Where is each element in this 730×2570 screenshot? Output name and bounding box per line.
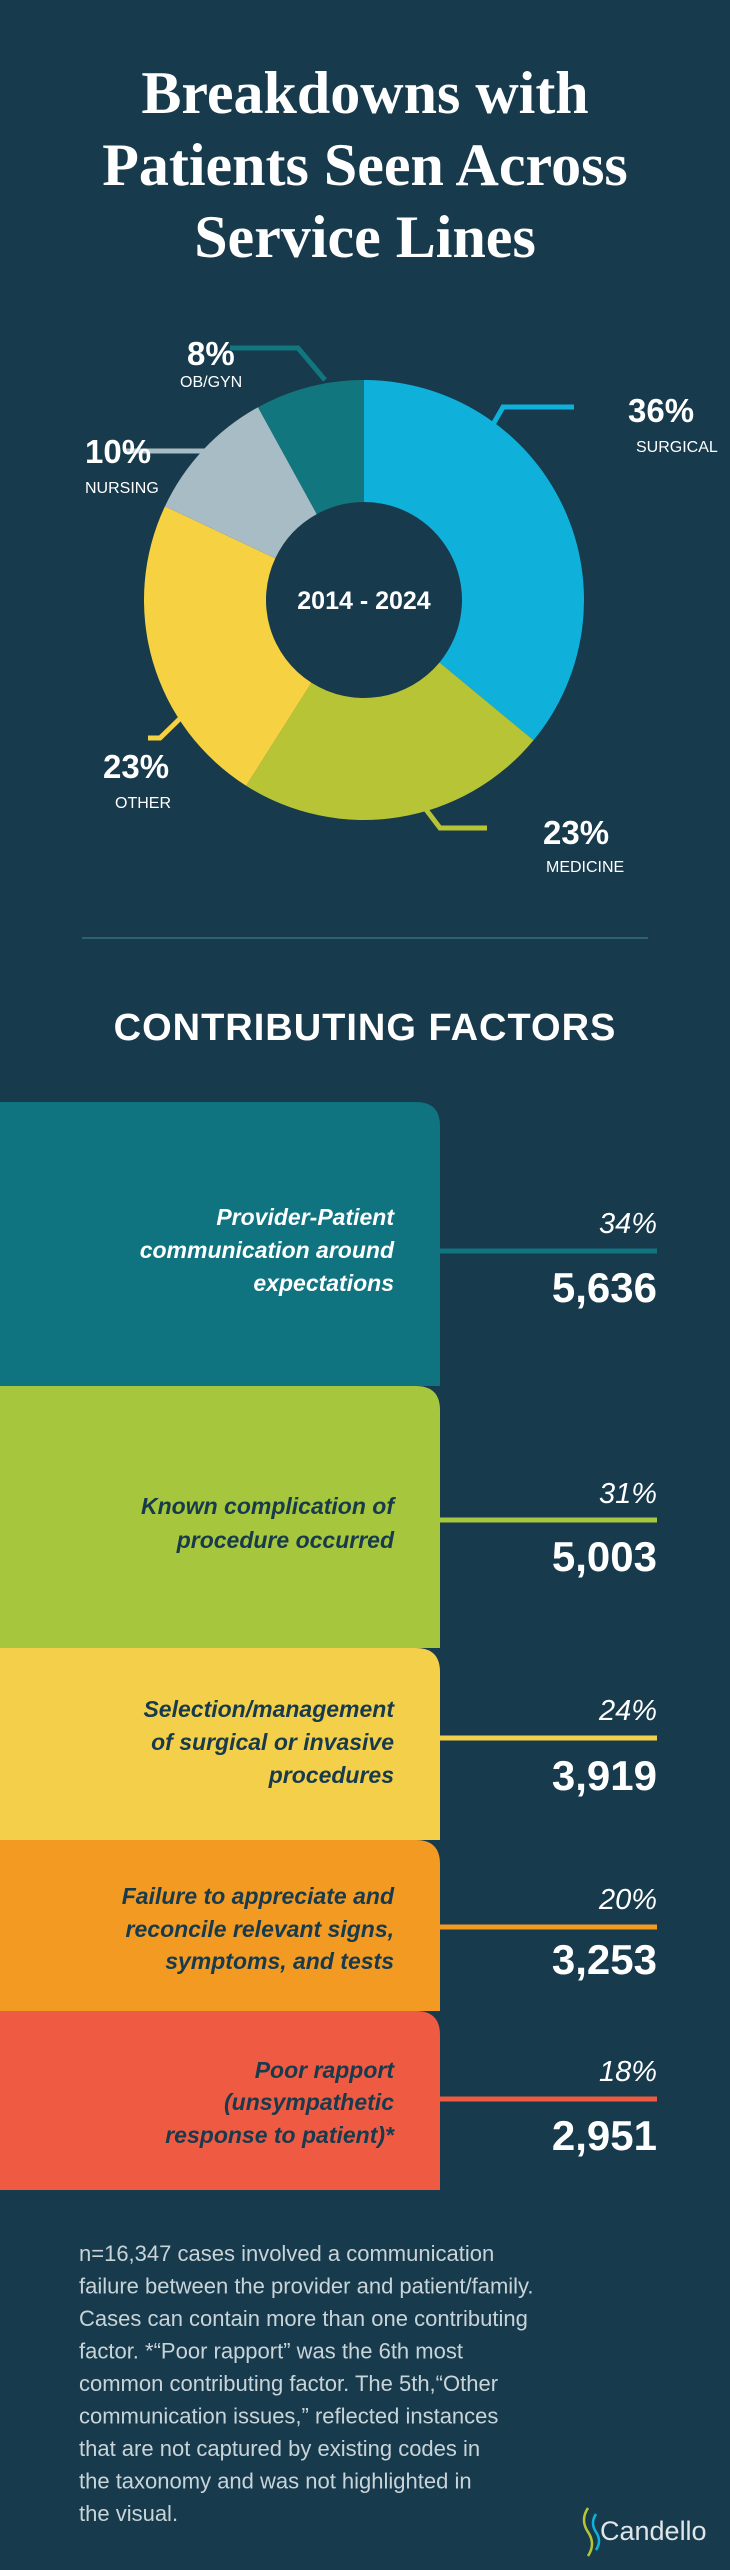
slice-category-label: OB/GYN: [180, 374, 242, 391]
logo-icon: [582, 2507, 601, 2557]
factor-text: communication around: [140, 1237, 395, 1263]
factor-percent: 34%: [599, 1208, 657, 1240]
section-heading: CONTRIBUTING FACTORS: [114, 1007, 617, 1049]
footnote-line: common contributing factor. The 5th,“Oth…: [79, 2371, 498, 2396]
slice-value-label: 23%: [543, 814, 609, 851]
slice-category-label: NURSING: [85, 480, 159, 497]
factor-count: 2,951: [552, 2112, 657, 2159]
factor-percent: 24%: [598, 1695, 657, 1727]
slice-category-label: OTHER: [115, 795, 171, 812]
factor-count: 5,636: [552, 1264, 657, 1311]
factor-band: [0, 1648, 440, 1840]
donut-slice: [164, 407, 317, 559]
factor-text: Selection/management: [143, 1696, 395, 1722]
leader-line: [148, 700, 199, 741]
factor-count: 5,003: [552, 1533, 657, 1580]
footnote-line: the taxonomy and was not highlighted in: [79, 2469, 472, 2494]
factor-percent: 31%: [599, 1478, 657, 1510]
factor-count: 3,253: [552, 1936, 657, 1983]
donut-slice: [258, 379, 364, 515]
footnote-line: failure between the provider and patient…: [79, 2274, 534, 2299]
title-line: Service Lines: [194, 204, 536, 270]
leader-line: [416, 797, 487, 831]
factor-text: Provider-Patient: [216, 1204, 395, 1230]
donut-center-label: 2014 - 2024: [297, 587, 431, 615]
slice-category-label: MEDICINE: [546, 859, 624, 876]
factor-text: of surgical or invasive: [151, 1729, 394, 1755]
logo-stroke: [591, 2513, 601, 2551]
title-line: Breakdowns with: [141, 60, 588, 126]
footnote-line: communication issues,” reflected instanc…: [79, 2404, 498, 2429]
title-line: Patients Seen Across: [102, 132, 628, 198]
factor-count: 3,919: [552, 1752, 657, 1799]
slice-value-label: 8%: [187, 335, 235, 372]
factor-text: (unsympathetic: [224, 2089, 394, 2115]
factor-band: [0, 2011, 440, 2190]
factor-text: procedure occurred: [176, 1527, 395, 1553]
leader-line: [484, 404, 574, 437]
factor-text: procedures: [268, 1762, 394, 1788]
factor-text: Known complication of: [141, 1493, 396, 1519]
logo-text: Candello: [600, 2516, 707, 2546]
leader-line: [230, 345, 327, 382]
factor-text: reconcile relevant signs,: [126, 1916, 394, 1942]
slice-value-label: 10%: [85, 433, 151, 470]
factor-percent: 18%: [599, 2056, 657, 2088]
footnote-line: that are not captured by existing codes …: [79, 2436, 480, 2461]
footnote-line: factor. *“Poor rapport” was the 6th most: [79, 2339, 463, 2364]
donut-slice: [246, 662, 534, 820]
slice-value-label: 23%: [103, 748, 169, 785]
factor-band: [0, 1102, 440, 1386]
factor-band: [0, 1386, 440, 1648]
factor-text: symptoms, and tests: [165, 1948, 394, 1974]
factor-text: expectations: [253, 1270, 394, 1296]
factor-text: Failure to appreciate and: [122, 1883, 395, 1909]
factor-text: Poor rapport: [255, 2057, 396, 2083]
footnote-line: Cases can contain more than one contribu…: [79, 2306, 528, 2331]
footnote-line: n=16,347 cases involved a communication: [79, 2241, 494, 2266]
factor-percent: 20%: [598, 1884, 657, 1916]
logo-stroke: [582, 2507, 594, 2557]
factor-band: [0, 1840, 440, 2011]
donut-slice: [364, 379, 585, 741]
factor-text: response to patient)*: [165, 2122, 395, 2148]
slice-category-label: SURGICAL: [636, 439, 718, 456]
slice-value-label: 36%: [628, 392, 694, 429]
footnote-line: the visual.: [79, 2501, 178, 2526]
